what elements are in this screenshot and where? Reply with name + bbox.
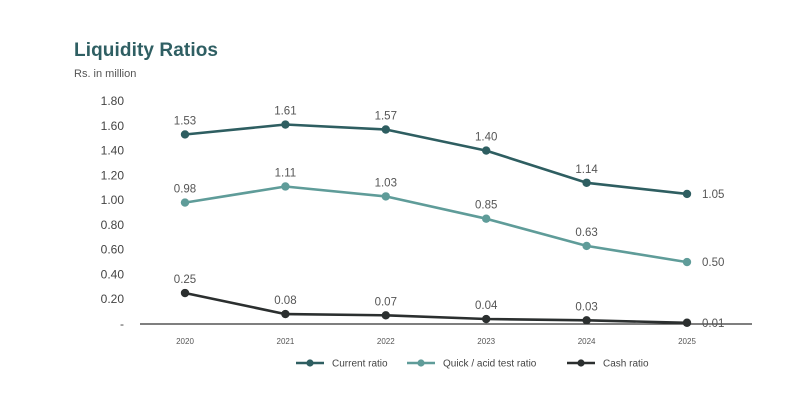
legend: Current ratio Quick / acid test ratio Cash… [296,359,649,370]
y-tick-label: 1.60 [101,119,125,133]
data-point [682,257,692,267]
legend-label: Current ratio [332,359,388,370]
data-point [582,316,591,325]
data-label: 1.61 [274,106,296,118]
data-label: 1.03 [375,177,397,189]
data-point [381,311,390,320]
legend-label: Cash ratio [603,359,649,370]
series-line [183,185,689,264]
data-point [180,288,190,298]
series-points [180,120,692,327]
data-point [682,318,692,327]
x-axis-ticks: 2020 2021 2022 2023 2024 2025 [176,337,696,346]
data-point [281,182,290,191]
legend-marker [417,359,425,367]
data-point [482,146,491,155]
y-axis-ticks: - 0.20 0.40 0.60 0.80 1.00 1.20 1.40 1.60 1.80 [101,94,125,331]
data-point [482,214,491,223]
data-point [482,314,491,324]
y-tick-label: 1.40 [101,144,125,158]
data-point [281,120,290,129]
legend-label: Quick / acid test ratio [443,359,537,370]
data-point [582,178,591,187]
y-tick-label: 0.20 [101,292,125,306]
series-line [183,123,689,196]
legend-marker [577,359,585,367]
legend-marker [306,359,314,367]
data-label: 0.85 [475,200,497,212]
data-label: 1.40 [475,132,497,144]
data-label: 0.25 [174,274,196,286]
x-tick-label: 2021 [277,337,295,346]
y-tick-label: - [120,317,124,331]
y-tick-label: 0.80 [101,218,125,232]
data-point [582,241,591,251]
data-label: 0.98 [174,184,196,196]
series-line [183,291,689,325]
data-point [381,125,390,134]
data-label: 1.05 [702,189,724,201]
data-point [281,309,290,319]
y-tick-label: 0.60 [101,243,125,257]
data-label: 0.63 [575,227,597,239]
series-lines [183,123,689,325]
y-tick-label: 1.00 [101,193,125,207]
data-label: 0.03 [575,301,597,313]
data-labels: 1.53 1.61 1.57 1.40 1.14 1.05 0.98 1.11 1.03 0.85… [174,106,725,330]
y-tick-label: 0.40 [101,267,125,281]
x-tick-label: 2025 [678,337,696,346]
data-label: 1.14 [575,164,598,176]
data-label: 0.04 [475,300,498,312]
x-tick-label: 2020 [176,337,194,346]
data-label: 0.01 [702,318,724,330]
y-tick-label: 1.20 [101,168,125,182]
x-tick-label: 2022 [377,337,395,346]
y-tick-label: 1.80 [101,94,125,108]
data-point [682,189,692,199]
data-point [381,192,390,201]
data-point [180,198,190,207]
x-tick-label: 2024 [578,337,596,346]
data-label: 0.07 [375,296,397,308]
data-label: 0.50 [702,257,724,269]
chart-subtitle: Rs. in million [74,68,137,80]
data-label: 1.53 [174,115,196,127]
data-label: 1.57 [375,110,397,122]
data-point [180,130,190,139]
chart-title: Liquidity Ratios [74,40,219,61]
x-tick-label: 2023 [477,337,495,346]
data-label: 1.11 [275,167,297,179]
data-label: 0.08 [274,295,296,307]
